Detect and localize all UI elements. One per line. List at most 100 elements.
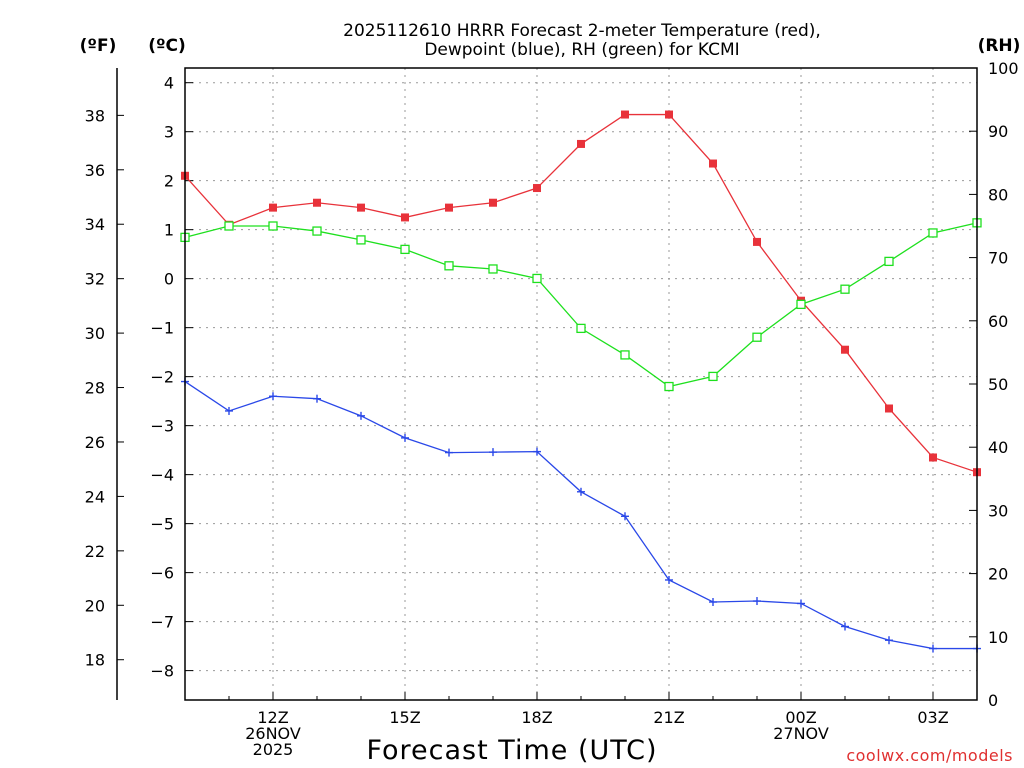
rh-point: [268, 221, 278, 231]
temperature-point: [709, 159, 717, 168]
rh-point: [488, 264, 498, 274]
rh-tick-label: 20: [988, 565, 1008, 584]
temperature-point: [577, 139, 585, 148]
source-credit: coolwx.com/models: [846, 746, 1013, 765]
dewpoint-point: [709, 598, 717, 607]
rh-point: [532, 273, 542, 284]
temperature-point: [313, 198, 321, 207]
rh-point: [576, 323, 586, 334]
celsius-tick-label: −4: [150, 466, 174, 485]
rh-point: [400, 244, 410, 255]
fahrenheit-tick-label: 38: [85, 106, 105, 125]
temperature-point: [621, 110, 629, 119]
x-tick-label: 27NOV: [773, 724, 829, 743]
rh-point: [224, 221, 234, 231]
data-series: [180, 110, 982, 653]
celsius-tick-label: 0: [164, 270, 174, 289]
rh-tick-label: 30: [988, 501, 1008, 520]
temperature-point: [533, 184, 541, 193]
temperature-point: [357, 203, 365, 212]
rh-point: [620, 350, 630, 360]
rh-tick-label: 100: [988, 59, 1019, 78]
rh-tick-label: 50: [988, 375, 1008, 394]
dewpoint-point: [445, 448, 453, 457]
celsius-tick-label: 2: [164, 172, 174, 191]
fahrenheit-tick-label: 28: [85, 379, 105, 398]
celsius-tick-label: −7: [150, 613, 174, 632]
rh-tick-label: 60: [988, 312, 1008, 331]
celsius-tick-label: −1: [150, 319, 174, 338]
rh-tick-label: 0: [988, 691, 998, 710]
chart-title-line1: 2025112610 HRRR Forecast 2-meter Tempera…: [343, 21, 821, 41]
temperature-line: [184, 113, 978, 473]
dewpoint-point: [357, 411, 365, 420]
temperature-point: [665, 110, 673, 119]
celsius-tick-label: 1: [164, 221, 174, 240]
x-tick-label: 21Z: [653, 708, 684, 727]
x-tick-label: 2025: [253, 740, 294, 759]
dewpoint-point: [797, 599, 805, 608]
x-tick-label: 18Z: [521, 708, 552, 727]
dewpoint-point: [929, 644, 937, 653]
dewpoint-point: [621, 512, 629, 521]
rh-line: [184, 222, 978, 388]
temperature-point: [753, 237, 761, 246]
dewpoint-point: [313, 394, 321, 403]
x-tick-label: 12Z: [257, 708, 288, 727]
temperature-point: [445, 203, 453, 212]
temperature-point: [401, 213, 409, 222]
x-tick-label: 03Z: [917, 708, 948, 727]
dewpoint-point: [489, 448, 497, 457]
rh-point: [444, 261, 454, 271]
x-axis-title: Forecast Time (UTC): [366, 735, 657, 766]
rh-point: [928, 228, 938, 238]
celsius-tick-label: 3: [164, 123, 174, 142]
rh-tick-label: 70: [988, 249, 1008, 268]
dewpoint-point: [225, 406, 233, 415]
dewpoint-point: [533, 447, 541, 456]
temperature-point: [489, 198, 497, 207]
rh-point: [356, 235, 366, 245]
rh-tick-label: 10: [988, 628, 1008, 647]
rh-axis-unit: (RH): [978, 36, 1021, 56]
dewpoint-line: [184, 381, 977, 650]
rh-tick-label: 40: [988, 438, 1008, 457]
celsius-axis: 4 3 2 1 0 −1 −2 −3 −4 −5 −6 −7 −8: [150, 74, 193, 681]
rh-tick-label: 80: [988, 185, 1008, 204]
temperature-point: [885, 404, 893, 413]
rh-point: [708, 371, 718, 382]
dewpoint-point: [753, 597, 761, 606]
fahrenheit-tick-label: 24: [85, 487, 105, 506]
chart-title-line2: Dewpoint (blue), RH (green) for KCMI: [424, 40, 739, 60]
fahrenheit-tick-label: 30: [85, 324, 105, 343]
fahrenheit-tick-label: 32: [85, 270, 105, 289]
dewpoint-point: [841, 622, 849, 631]
temperature-point: [269, 203, 277, 212]
rh-point: [884, 256, 894, 267]
plot-frame: [184, 67, 978, 701]
grid-lines: [185, 68, 977, 700]
fahrenheit-tick-label: 26: [85, 433, 105, 452]
rh-point: [752, 332, 762, 342]
dewpoint-point: [269, 392, 277, 401]
fahrenheit-tick-label: 18: [85, 651, 105, 670]
dewpoint-point: [665, 575, 673, 584]
celsius-axis-unit: (ºC): [148, 36, 186, 56]
fahrenheit-tick-label: 22: [85, 542, 105, 561]
rh-point: [312, 226, 322, 236]
fahrenheit-tick-label: 36: [85, 161, 105, 180]
x-tick-label: 00Z: [785, 708, 816, 727]
x-tick-label: 15Z: [389, 708, 420, 727]
celsius-tick-label: −2: [150, 368, 174, 387]
fahrenheit-axis: 38 36 34 32 30 28 26 24 22 20 18: [85, 68, 124, 700]
fahrenheit-axis-unit: (ºF): [80, 36, 117, 56]
x-tick-label: 26NOV: [245, 724, 301, 743]
temperature-point: [841, 345, 849, 354]
fahrenheit-tick-label: 20: [85, 596, 105, 615]
fahrenheit-tick-label: 34: [85, 215, 105, 234]
dewpoint-point: [401, 433, 409, 442]
celsius-tick-label: −5: [150, 515, 174, 534]
